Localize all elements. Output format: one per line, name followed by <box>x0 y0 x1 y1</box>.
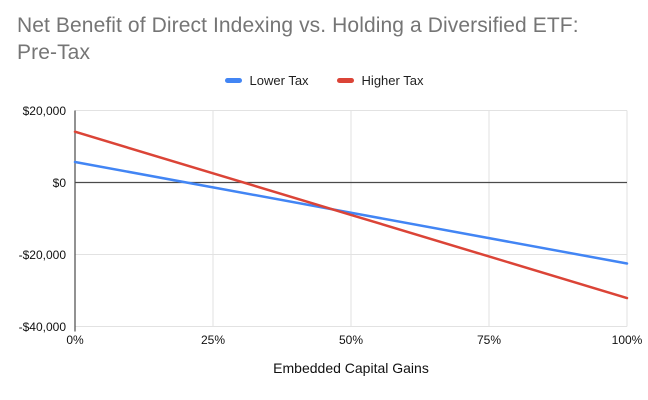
legend-label: Higher Tax <box>361 72 424 88</box>
x-tick-label: 100% <box>611 333 643 347</box>
legend-swatch-icon <box>224 77 242 83</box>
legend-item-higher-tax[interactable]: Higher Tax <box>336 72 424 88</box>
series-line-higher-tax[interactable] <box>73 130 629 300</box>
legend-swatch-icon <box>336 77 354 83</box>
x-axis-title: Embedded Capital Gains <box>273 360 429 376</box>
legend: Lower Tax Higher Tax <box>0 69 648 91</box>
series-line-lower-tax[interactable] <box>73 160 629 265</box>
legend-label: Lower Tax <box>249 72 309 88</box>
legend-item-lower-tax[interactable]: Lower Tax <box>224 72 309 88</box>
y-tick-label: $20,000 <box>22 103 66 118</box>
y-tick-label: -$20,000 <box>18 247 66 262</box>
x-tick-label: 75% <box>476 333 502 347</box>
y-tick-label: $0 <box>52 175 66 190</box>
y-tick-label: -$40,000 <box>18 319 66 334</box>
x-tick-label: 50% <box>338 333 364 347</box>
chart-title: Net Benefit of Direct Indexing vs. Holdi… <box>17 12 637 66</box>
x-tick-label: 25% <box>200 333 226 347</box>
chart-title-line1: Net Benefit of Direct Indexing vs. Holdi… <box>17 14 579 37</box>
chart-title-line2: Pre-Tax <box>17 41 91 64</box>
x-tick-label: 0% <box>66 333 84 347</box>
